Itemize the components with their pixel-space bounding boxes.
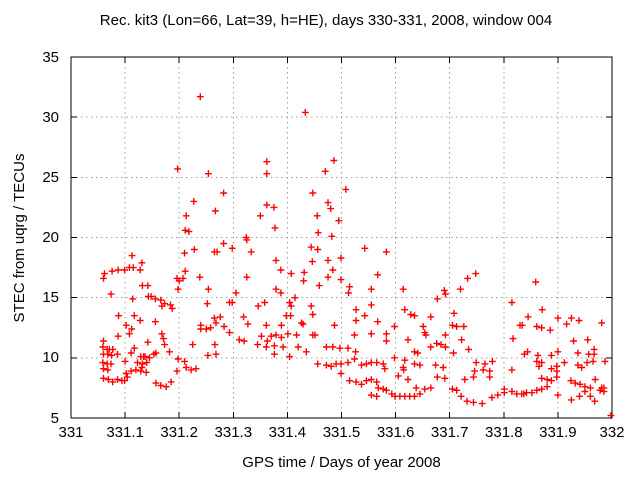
x-tick-label: 331.8 — [485, 424, 523, 441]
y-tick-label: 5 — [50, 409, 59, 427]
x-tick-label: 331.4 — [268, 424, 307, 441]
y-tick-label: 35 — [42, 48, 59, 66]
x-tick-label: 331.1 — [106, 424, 144, 441]
x-tick-label: 331.6 — [376, 424, 415, 441]
x-tick-label: 331.9 — [539, 424, 577, 441]
y-tick-label: 30 — [42, 108, 59, 126]
y-tick-label: 15 — [42, 289, 59, 307]
x-axis-label: GPS time / Days of year 2008 — [242, 454, 441, 471]
x-tick-label: 331.3 — [214, 424, 253, 441]
x-tick-label: 331.7 — [430, 424, 469, 441]
x-tick-label: 331 — [58, 424, 84, 441]
x-tick-label: 332 — [599, 424, 625, 441]
plot-frame — [70, 56, 613, 419]
y-tick-label: 25 — [42, 168, 59, 186]
y-tick-label: 20 — [42, 229, 59, 246]
chart-title: Rec. kit3 (Lon=66, Lat=39, h=HE), days 3… — [99, 12, 553, 29]
scatter-points — [99, 93, 615, 419]
y-tick-label: 10 — [42, 349, 59, 367]
x-tick-label: 331.5 — [322, 424, 361, 441]
x-tick-label: 331.2 — [160, 424, 198, 441]
